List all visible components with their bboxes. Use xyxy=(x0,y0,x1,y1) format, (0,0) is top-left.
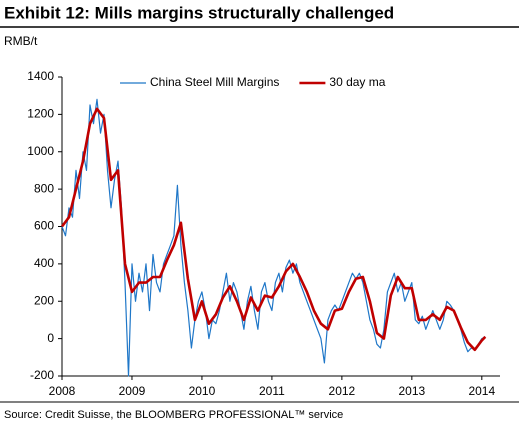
x-tick-label: 2009 xyxy=(119,384,146,398)
y-tick-label: 0 xyxy=(47,331,54,345)
x-tick-label: 2013 xyxy=(398,384,425,398)
x-tick-label: 2011 xyxy=(259,384,285,398)
y-tick-label: 1400 xyxy=(27,69,54,83)
y-tick-label: 600 xyxy=(34,219,54,233)
y-tick-label: 400 xyxy=(34,256,54,270)
x-tick-label: 2012 xyxy=(329,384,356,398)
legend-label: China Steel Mill Margins xyxy=(150,75,279,89)
y-tick-label: 1000 xyxy=(27,144,54,158)
x-tick-label: 2010 xyxy=(189,384,216,398)
source: Source: Credit Suisse, the BLOOMBERG PRO… xyxy=(4,409,343,421)
chart-title: Exhibit 12: Mills margins structurally c… xyxy=(4,3,394,22)
y-axis-label: RMB/t xyxy=(4,34,38,48)
series-line xyxy=(61,98,486,377)
y-tick-label: 800 xyxy=(34,181,54,195)
series-line xyxy=(60,107,487,352)
x-tick-label: 2014 xyxy=(468,384,495,398)
y-tick-label: 1200 xyxy=(27,107,54,121)
y-tick-label: -200 xyxy=(30,368,54,382)
legend-label: 30 day ma xyxy=(329,75,385,89)
x-tick-label: 2008 xyxy=(49,384,76,398)
y-tick-label: 200 xyxy=(34,293,54,307)
